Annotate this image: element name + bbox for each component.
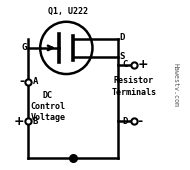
Text: Control: Control [30,102,65,111]
Text: +: + [137,58,148,71]
Text: Terminals: Terminals [111,88,156,97]
Text: C: C [123,60,128,69]
Text: +: + [13,115,24,128]
Text: B: B [33,117,38,126]
Text: S: S [120,52,125,61]
Text: D: D [120,33,125,42]
Text: D: D [123,117,128,126]
Text: -: - [137,115,142,128]
Text: Hawestv.com: Hawestv.com [172,63,178,107]
Text: Resistor: Resistor [114,76,154,85]
Text: DC: DC [43,91,53,100]
Text: -: - [19,75,24,88]
Text: A: A [33,77,38,86]
Text: Q1, U222: Q1, U222 [48,7,88,16]
Text: G: G [21,42,27,52]
Text: Voltage: Voltage [30,113,65,122]
